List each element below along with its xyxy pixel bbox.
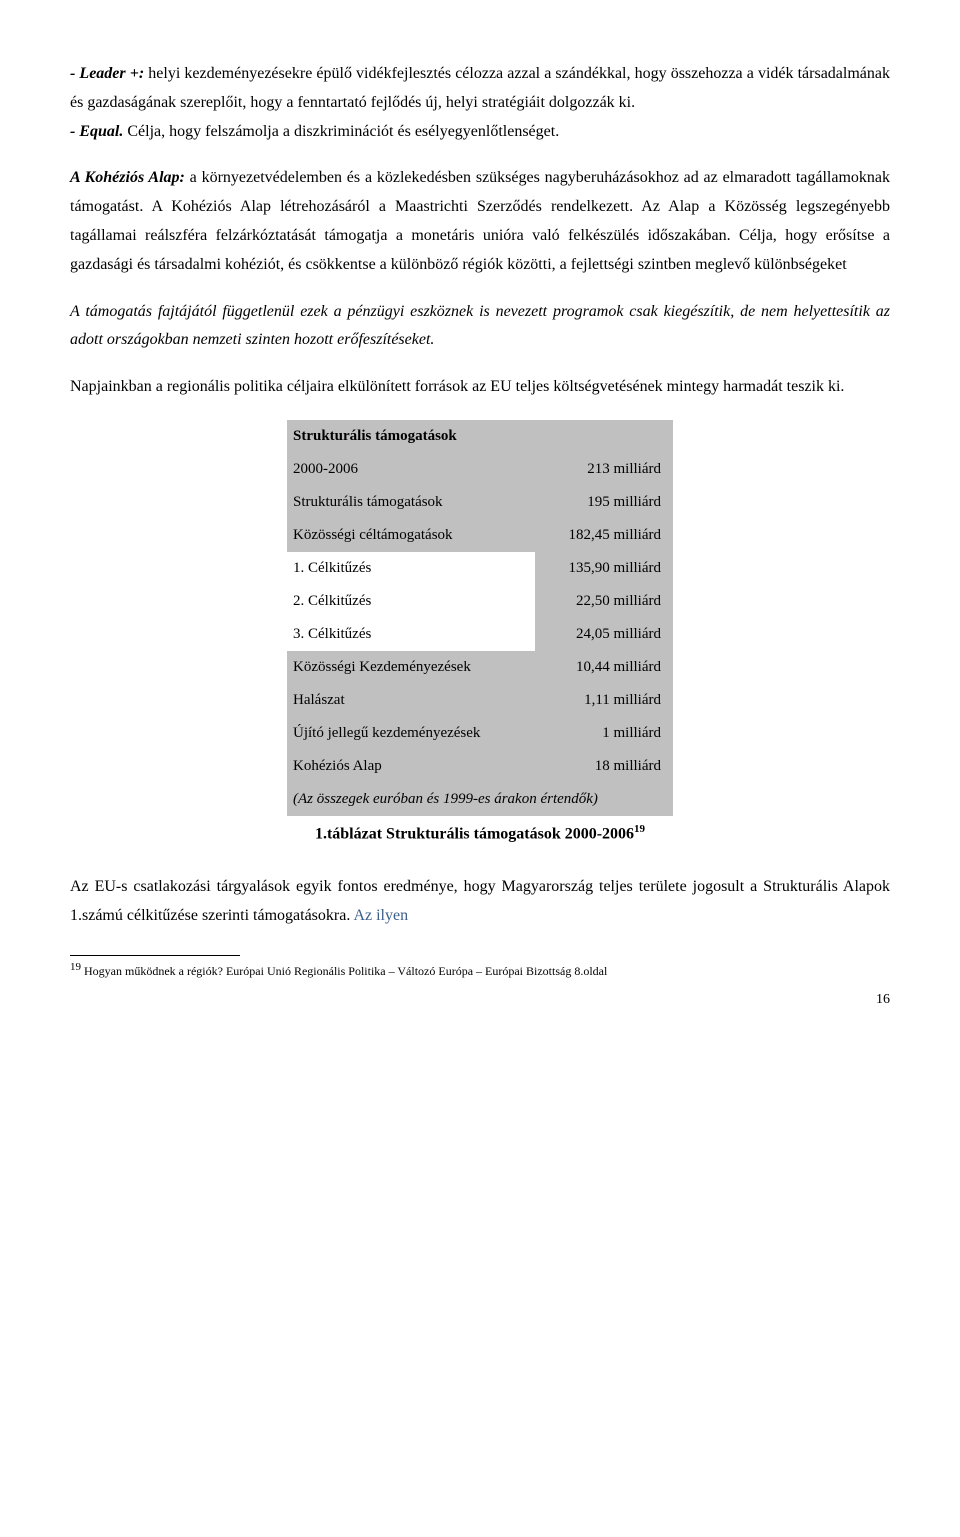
equal-label: - Equal. xyxy=(70,123,123,140)
table-row: Közösségi céltámogatások182,45 milliárd xyxy=(287,519,673,552)
table-footer-cell: (Az összegek euróban és 1999-es árakon é… xyxy=(287,783,673,816)
table-value-cell: 10,44 milliárd xyxy=(535,651,673,684)
funding-table: Strukturális támogatások 2000-2006213 mi… xyxy=(287,420,673,816)
paragraph-support-types: A támogatás fajtájától függetlenül ezek … xyxy=(70,298,890,356)
table-value-cell: 195 milliárd xyxy=(535,486,673,519)
footnote: 19 Hogyan működnek a régiók? Európai Uni… xyxy=(70,960,890,980)
para5-pre: Az EU-s csatlakozási tárgyalások egyik f… xyxy=(70,878,890,924)
table-footer-row: (Az összegek euróban és 1999-es árakon é… xyxy=(287,783,673,816)
table-header-cell: Strukturális támogatások xyxy=(287,420,673,453)
table-label-cell: 2000-2006 xyxy=(287,453,535,486)
table-row: 3. Célkitűzés24,05 milliárd xyxy=(287,618,673,651)
caption-footnote-ref: 19 xyxy=(634,823,645,835)
table-row: Újító jellegű kezdeményezések1 milliárd xyxy=(287,717,673,750)
table-label-cell: Újító jellegű kezdeményezések xyxy=(287,717,535,750)
table-row: Strukturális támogatások195 milliárd xyxy=(287,486,673,519)
table-header-row: Strukturális támogatások xyxy=(287,420,673,453)
caption-text: 1.táblázat Strukturális támogatások 2000… xyxy=(315,825,634,842)
leader-text: helyi kezdeményezésekre épülő vidékfejle… xyxy=(70,65,890,111)
table-label-cell: Közösségi Kezdeményezések xyxy=(287,651,535,684)
table-label-cell: Strukturális támogatások xyxy=(287,486,535,519)
page-number: 16 xyxy=(70,987,890,1012)
table-row: 1. Célkitűzés135,90 milliárd xyxy=(287,552,673,585)
leader-label: - Leader +: xyxy=(70,65,144,82)
table-row: Halászat1,11 milliárd xyxy=(287,684,673,717)
table-row: 2000-2006213 milliárd xyxy=(287,453,673,486)
para5-colored: Az ilyen xyxy=(353,907,408,924)
table-label-cell: Közösségi céltámogatások xyxy=(287,519,535,552)
paragraph-eu-accession: Az EU-s csatlakozási tárgyalások egyik f… xyxy=(70,873,890,931)
table-label-cell: 3. Célkitűzés xyxy=(287,618,535,651)
table-label-cell: 1. Célkitűzés xyxy=(287,552,535,585)
paragraph-leader-equal: - Leader +: helyi kezdeményezésekre épül… xyxy=(70,60,890,146)
table-row: Kohéziós Alap18 milliárd xyxy=(287,750,673,783)
table-row: Közösségi Kezdeményezések10,44 milliárd xyxy=(287,651,673,684)
table-value-cell: 213 milliárd xyxy=(535,453,673,486)
paragraph-regional-policy: Napjainkban a regionális politika céljai… xyxy=(70,373,890,402)
footnote-number: 19 xyxy=(70,961,81,973)
table-label-cell: Halászat xyxy=(287,684,535,717)
paragraph-kohezios: A Kohéziós Alap: a környezetvédelemben é… xyxy=(70,164,890,279)
table-value-cell: 135,90 milliárd xyxy=(535,552,673,585)
kohezios-label: A Kohéziós Alap: xyxy=(70,169,185,186)
footnote-text: Hogyan működnek a régiók? Európai Unió R… xyxy=(81,964,607,978)
table-value-cell: 1,11 milliárd xyxy=(535,684,673,717)
table-label-cell: Kohéziós Alap xyxy=(287,750,535,783)
table-value-cell: 182,45 milliárd xyxy=(535,519,673,552)
table-value-cell: 1 milliárd xyxy=(535,717,673,750)
table-caption: 1.táblázat Strukturális támogatások 2000… xyxy=(70,820,890,849)
table-row: 2. Célkitűzés22,50 milliárd xyxy=(287,585,673,618)
table-value-cell: 22,50 milliárd xyxy=(535,585,673,618)
table-value-cell: 18 milliárd xyxy=(535,750,673,783)
equal-text: Célja, hogy felszámolja a diszkrimináció… xyxy=(123,123,559,140)
table-label-cell: 2. Célkitűzés xyxy=(287,585,535,618)
table-value-cell: 24,05 milliárd xyxy=(535,618,673,651)
footnote-separator xyxy=(70,955,240,956)
kohezios-text: a környezetvédelemben és a közlekedésben… xyxy=(70,169,890,272)
